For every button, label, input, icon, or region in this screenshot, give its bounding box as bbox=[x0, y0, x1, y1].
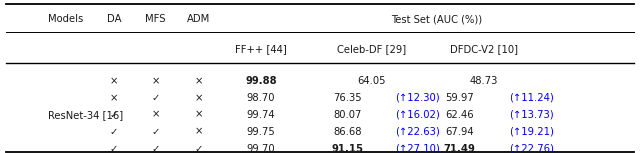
Text: 99.75: 99.75 bbox=[247, 127, 275, 137]
Text: Test Set (AUC (%)): Test Set (AUC (%)) bbox=[391, 14, 483, 24]
Text: 99.88: 99.88 bbox=[245, 76, 277, 86]
Text: 99.74: 99.74 bbox=[247, 110, 275, 120]
Text: ×: × bbox=[151, 76, 160, 86]
Text: Models: Models bbox=[48, 14, 83, 24]
Text: 99.70: 99.70 bbox=[247, 144, 275, 153]
Text: ✓: ✓ bbox=[109, 127, 118, 137]
Text: ✓: ✓ bbox=[109, 144, 118, 153]
Text: Celeb-DF [29]: Celeb-DF [29] bbox=[337, 44, 406, 54]
Text: ×: × bbox=[109, 93, 118, 103]
Text: (↑16.02): (↑16.02) bbox=[396, 110, 440, 120]
Text: ×: × bbox=[194, 127, 203, 137]
Text: ADM: ADM bbox=[187, 14, 210, 24]
Text: ×: × bbox=[194, 93, 203, 103]
Text: (↑22.63): (↑22.63) bbox=[396, 127, 440, 137]
Text: 91.15: 91.15 bbox=[332, 144, 364, 153]
Text: ×: × bbox=[194, 76, 203, 86]
Text: 64.05: 64.05 bbox=[357, 76, 386, 86]
Text: 59.97: 59.97 bbox=[445, 93, 474, 103]
Text: DFDC-V2 [10]: DFDC-V2 [10] bbox=[450, 44, 518, 54]
Text: 86.68: 86.68 bbox=[333, 127, 362, 137]
Text: (↑12.30): (↑12.30) bbox=[396, 93, 440, 103]
Text: ×: × bbox=[194, 110, 203, 120]
Text: (↑22.76): (↑22.76) bbox=[509, 144, 554, 153]
Text: ×: × bbox=[151, 110, 160, 120]
Text: (↑27.10): (↑27.10) bbox=[396, 144, 440, 153]
Text: 98.70: 98.70 bbox=[247, 93, 275, 103]
Text: MFS: MFS bbox=[145, 14, 166, 24]
Text: 62.46: 62.46 bbox=[445, 110, 474, 120]
Text: 80.07: 80.07 bbox=[333, 110, 362, 120]
Text: (↑13.73): (↑13.73) bbox=[509, 110, 554, 120]
Text: ✓: ✓ bbox=[109, 110, 118, 120]
Text: ResNet-34 [16]: ResNet-34 [16] bbox=[48, 110, 123, 120]
Text: 48.73: 48.73 bbox=[470, 76, 499, 86]
Text: DA: DA bbox=[107, 14, 121, 24]
Text: ✓: ✓ bbox=[151, 144, 160, 153]
Text: ✓: ✓ bbox=[151, 127, 160, 137]
Text: (↑19.21): (↑19.21) bbox=[509, 127, 554, 137]
Text: FF++ [44]: FF++ [44] bbox=[236, 44, 287, 54]
Text: (↑11.24): (↑11.24) bbox=[509, 93, 554, 103]
Text: 71.49: 71.49 bbox=[444, 144, 476, 153]
Text: ✓: ✓ bbox=[151, 93, 160, 103]
Text: 67.94: 67.94 bbox=[445, 127, 474, 137]
Text: ✓: ✓ bbox=[194, 144, 203, 153]
Text: ×: × bbox=[109, 76, 118, 86]
Text: 76.35: 76.35 bbox=[333, 93, 362, 103]
